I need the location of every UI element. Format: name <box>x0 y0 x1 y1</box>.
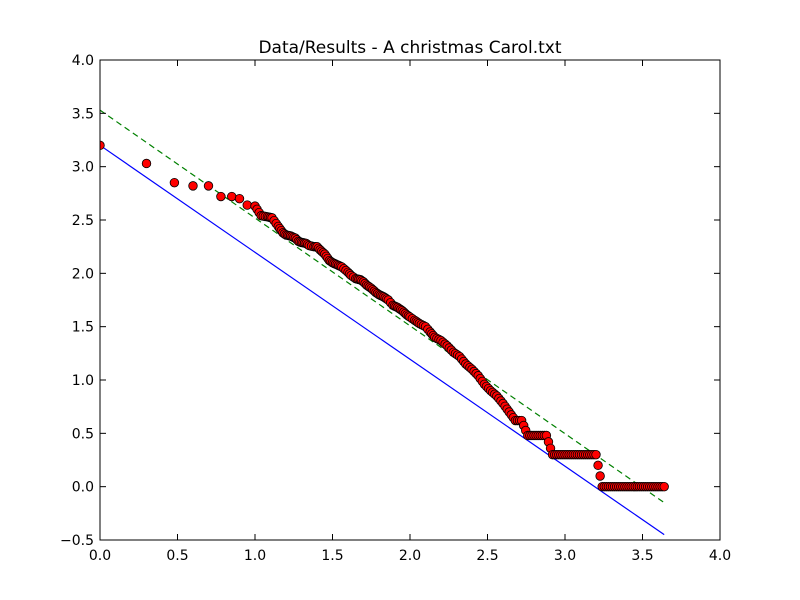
y-tick-label: 3.0 <box>72 160 94 176</box>
y-tick-label: 0.0 <box>72 480 94 496</box>
x-tick-label: 4.0 <box>709 548 731 564</box>
data-point <box>100 140 105 151</box>
data-point <box>169 177 180 188</box>
y-tick-label: 0.5 <box>72 426 94 442</box>
data-point <box>593 460 603 471</box>
x-tick-label: 0.5 <box>166 548 188 564</box>
data-point <box>216 191 226 202</box>
x-tick-label: 3.0 <box>554 548 576 564</box>
data-point <box>141 158 152 169</box>
data-point <box>203 181 214 191</box>
x-tick-label: 0.0 <box>89 548 111 564</box>
y-tick-label: 1.0 <box>72 373 94 389</box>
y-axis: −0.5 0.0 0.5 1.0 1.5 2.0 2.5 3.0 3.5 4.0 <box>60 53 720 549</box>
x-axis: 0.0 0.5 1.0 1.5 2.0 2.5 3.0 3.5 4.0 <box>89 60 731 564</box>
x-tick-label: 2.5 <box>476 548 498 564</box>
data-points <box>100 140 669 492</box>
data-point <box>234 193 245 204</box>
dashed-fit-line <box>100 109 665 504</box>
y-tick-label: 4.0 <box>72 53 94 69</box>
y-tick-label: 2.0 <box>72 266 94 282</box>
chart-title: Data/Results - A christmas Carol.txt <box>258 38 561 58</box>
y-tick-label: 1.5 <box>72 320 94 336</box>
x-tick-label: 1.5 <box>321 548 343 564</box>
x-tick-label: 1.0 <box>244 548 266 564</box>
fit-lines <box>100 109 665 536</box>
data-point <box>591 449 601 460</box>
data-point <box>595 471 605 481</box>
solid-fit-line <box>100 144 665 536</box>
x-tick-label: 3.5 <box>631 548 653 564</box>
data-point <box>188 181 198 191</box>
y-tick-label: 2.5 <box>72 213 94 229</box>
data-point <box>227 191 237 202</box>
data-point <box>242 200 252 210</box>
data-point <box>659 481 669 492</box>
x-tick-label: 2.0 <box>399 548 421 564</box>
y-tick-label: −0.5 <box>60 533 94 549</box>
y-tick-label: 3.5 <box>72 106 94 122</box>
